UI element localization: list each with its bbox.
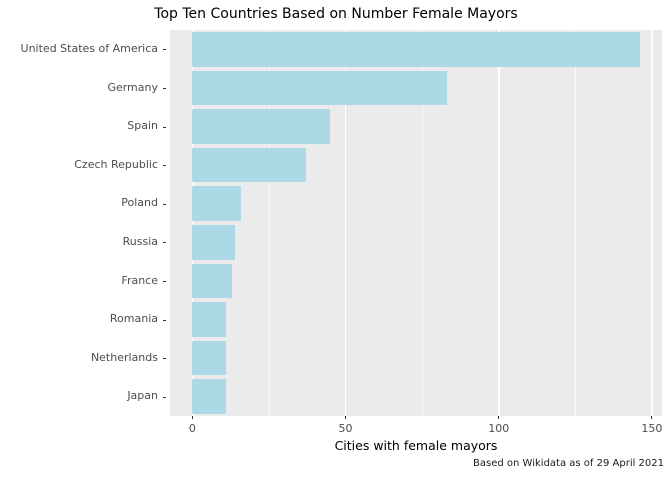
minor-gridline	[422, 30, 424, 416]
chart-title: Top Ten Countries Based on Number Female…	[154, 6, 518, 22]
chart-caption: Based on Wikidata as of 29 April 2021	[473, 458, 664, 469]
y-axis-label: Spain	[127, 119, 158, 133]
y-axis-tick	[163, 319, 166, 321]
minor-gridline	[575, 30, 577, 416]
y-axis-tick	[163, 396, 166, 398]
y-axis-label: Poland	[121, 196, 158, 210]
y-axis-tick	[163, 165, 166, 167]
x-axis-tick-label: 150	[641, 422, 663, 435]
bar-japan	[192, 379, 227, 415]
y-axis-label: Czech Republic	[74, 157, 158, 171]
bar-russia	[192, 224, 236, 260]
y-axis-label: Netherlands	[90, 350, 158, 364]
bar-romania	[192, 302, 227, 337]
y-axis-label: France	[121, 273, 158, 287]
x-axis-title: Cities with female mayors	[334, 438, 498, 453]
x-axis-tick-label: 0	[188, 422, 196, 435]
major-gridline	[191, 30, 194, 416]
y-axis-label: United States of America	[20, 42, 158, 55]
y-axis-tick	[163, 358, 166, 360]
y-axis-label: Russia	[122, 235, 158, 248]
x-axis-tick	[345, 416, 347, 419]
bar-spain	[192, 109, 331, 144]
x-axis-tick	[498, 416, 500, 419]
major-gridline	[651, 30, 653, 416]
major-gridline	[345, 30, 347, 416]
minor-gridline	[268, 30, 270, 416]
bar-united-states-of-america	[192, 31, 640, 67]
y-axis-label: Romania	[109, 312, 158, 326]
y-axis-tick	[163, 87, 166, 89]
bar-poland	[192, 186, 242, 222]
bar-czech-republic	[192, 147, 306, 183]
x-axis-tick-label: 50	[338, 422, 353, 435]
x-axis-tick	[191, 416, 193, 419]
y-axis-label: Japan	[127, 389, 158, 403]
bar-netherlands	[192, 340, 227, 376]
y-axis-tick	[163, 203, 166, 205]
x-axis-tick	[651, 416, 653, 419]
y-axis-tick	[163, 49, 166, 51]
x-axis-tick-label: 100	[488, 422, 510, 435]
y-axis-label: Germany	[107, 80, 158, 94]
bar-germany	[192, 70, 447, 106]
y-axis-tick	[163, 126, 166, 128]
major-gridline	[498, 30, 500, 416]
bar-france	[192, 263, 233, 299]
y-axis-tick	[163, 280, 166, 282]
y-axis-tick	[163, 242, 166, 244]
